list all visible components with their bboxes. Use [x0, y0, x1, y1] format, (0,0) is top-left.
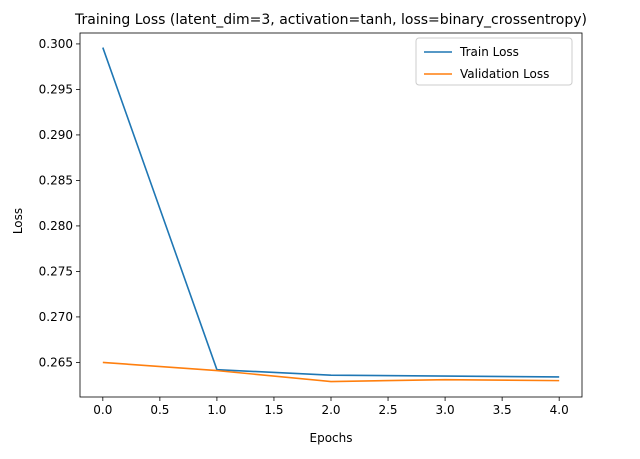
series-line-validation-loss: [102, 361, 560, 383]
x-tick-label: 0.0: [93, 403, 112, 417]
legend-label: Validation Loss: [460, 67, 549, 81]
x-tick-label: 3.0: [436, 403, 455, 417]
y-tick-label: 0.280: [39, 219, 73, 233]
y-tick-label: 0.290: [39, 128, 73, 142]
x-tick-label: 4.0: [550, 403, 569, 417]
x-tick-label: 0.5: [150, 403, 169, 417]
x-tick-label: 2.5: [378, 403, 397, 417]
y-axis: 0.265 0.270 0.275 0.280 0.285 0.290 0.295 0.300: [39, 37, 80, 369]
y-tick-label: 0.300: [39, 37, 73, 51]
y-tick-label: 0.265: [39, 355, 73, 369]
y-tick-label: 0.295: [39, 82, 73, 96]
x-tick-label: 2.0: [321, 403, 340, 417]
x-tick-label: 3.5: [493, 403, 512, 417]
legend-box: [415, 37, 573, 86]
legend: Train Loss Validation Loss: [415, 37, 573, 86]
x-tick-label: 1.0: [207, 403, 226, 417]
chart-title: Training Loss (latent_dim=3, activation=…: [74, 12, 587, 28]
y-tick-label: 0.275: [39, 264, 73, 278]
y-tick-label: 0.270: [39, 310, 73, 324]
y-axis-label: Loss: [11, 208, 25, 234]
legend-label: Train Loss: [459, 45, 519, 59]
x-axis: 0.0 0.5 1.0 1.5 2.0 2.5 3.0 3.5 4.0: [93, 397, 569, 417]
series-line-train-loss: [102, 47, 560, 378]
y-tick-label: 0.285: [39, 173, 73, 187]
x-axis-label: Epochs: [310, 431, 353, 445]
x-tick-label: 1.5: [264, 403, 283, 417]
series-layer: [102, 47, 560, 383]
